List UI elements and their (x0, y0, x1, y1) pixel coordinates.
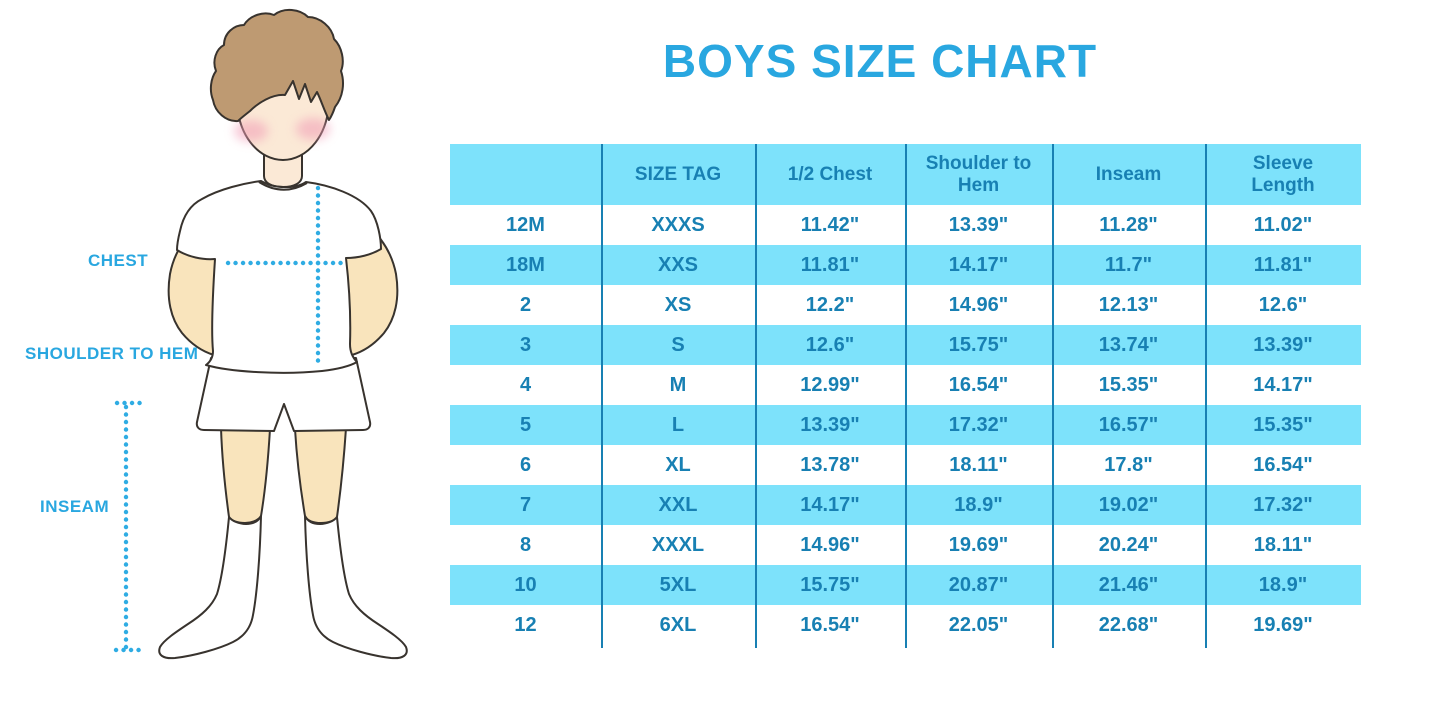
size-chart-table: SIZE TAG 1/2 Chest Shoulder to Hem Inseam Sl… (450, 144, 1361, 648)
boy-sock-left (158, 514, 262, 660)
boy-tshirt (176, 180, 382, 374)
table-cell: 22.68" (1098, 613, 1159, 636)
table-cell: 12.2" (805, 293, 855, 316)
table-cell: 13.39" (948, 213, 1009, 236)
table-cell: 11.81" (800, 253, 860, 276)
table-cell: 5XL (659, 573, 697, 596)
table-cell: 19.02" (1098, 493, 1159, 516)
table-cell: 14.17" (948, 253, 1009, 276)
table-cell: 17.32" (948, 413, 1009, 436)
table-cell: 13.74" (1098, 333, 1159, 356)
table-cell: 3 (519, 333, 532, 356)
table-cell: 12.99" (800, 373, 860, 396)
table-cell: 12.6" (805, 333, 855, 356)
blush-left (234, 120, 268, 142)
table-cell: 18.11" (949, 453, 1008, 476)
table-cell: 14.96" (948, 293, 1009, 316)
table-cell: XXL (658, 493, 698, 516)
table-cell: 13.39" (1253, 333, 1313, 356)
column-divider (601, 144, 603, 648)
table-cell: 15.35" (1253, 413, 1313, 436)
table-cell: 19.69" (948, 533, 1009, 556)
table-cell: 5 (519, 413, 532, 436)
boy-illustration (113, 9, 408, 660)
boy-sock-right (304, 514, 408, 660)
table-cell: 11.02" (1253, 213, 1313, 236)
table-cell: 17.8" (1104, 453, 1153, 476)
table-cell: 15.75" (800, 573, 860, 596)
column-divider (755, 144, 757, 648)
table-cell: 18.9" (1258, 573, 1308, 596)
table-cell: 11.7" (1104, 253, 1153, 276)
boy-hair (209, 9, 344, 123)
table-cell: 18M (506, 253, 545, 276)
table-cell: 17.32" (1253, 493, 1313, 516)
chest-label: CHEST (88, 251, 149, 270)
table-cell: 16.54" (1253, 453, 1313, 476)
table-cell: 13.78" (800, 453, 860, 476)
table-cell: 12.13" (1098, 293, 1159, 316)
table-cell: XXS (657, 253, 699, 276)
table-cell: 15.35" (1098, 373, 1159, 396)
table-cell: L (671, 413, 685, 436)
table-cell: 11.28" (1099, 213, 1158, 236)
table-cell: 14.96" (800, 533, 860, 556)
table-cell: 6XL (659, 613, 697, 636)
table-cell: 11.42" (800, 213, 860, 236)
boy-shorts (195, 357, 372, 432)
table-cell: 8 (519, 533, 532, 556)
table-cell: 10 (514, 573, 537, 596)
shoulder-to-hem-label: SHOULDER TO HEM (25, 344, 199, 363)
table-cell: 14.17" (800, 493, 860, 516)
table-cell: 15.75" (948, 333, 1009, 356)
table-cell: 18.9" (954, 493, 1003, 516)
table-cell: M (669, 373, 687, 396)
table-cell: 7 (519, 493, 532, 516)
table-cell: 12.6" (1258, 293, 1308, 316)
table-cell: 13.39" (800, 413, 860, 436)
table-cell: XXXS (651, 213, 705, 236)
boy-leg-left (219, 426, 272, 525)
table-cell: 4 (519, 373, 532, 396)
table-cell: 20.87" (948, 573, 1009, 596)
table-cell: XXXL (651, 533, 705, 556)
table-cell: 14.17" (1253, 373, 1313, 396)
table-cell: 11.81" (1253, 253, 1313, 276)
table-cell: 2 (519, 293, 532, 316)
table-cell: XS (664, 293, 692, 316)
header-cell: 1/2 Chest (787, 163, 873, 185)
table-cell: 18.11" (1253, 533, 1313, 556)
page-title: BOYS SIZE CHART (662, 35, 1098, 87)
header-cell: SIZE TAG (634, 163, 722, 185)
table-cell: 12 (514, 613, 537, 636)
table-cell: 6 (519, 453, 532, 476)
boy-leg-right (293, 426, 348, 525)
table-cell: 16.54" (948, 373, 1009, 396)
header-cell: Inseam (1095, 163, 1162, 185)
header-cell (450, 144, 601, 205)
table-cell: 19.69" (1253, 613, 1313, 636)
column-divider (1205, 144, 1207, 648)
table-cell: 16.57" (1098, 413, 1159, 436)
table-cell: 12M (506, 213, 545, 236)
table-cell: 16.54" (800, 613, 860, 636)
table-cell: 20.24" (1098, 533, 1159, 556)
header-cell: Sleeve Length (1251, 153, 1315, 196)
column-divider (905, 144, 907, 648)
blush-right (296, 118, 330, 140)
column-divider (1052, 144, 1054, 648)
table-cell: XL (665, 453, 691, 476)
header-cell: Shoulder to Hem (925, 153, 1032, 196)
table-cell: 22.05" (948, 613, 1009, 636)
boy-collar (258, 181, 308, 191)
table-cell: S (671, 333, 685, 356)
inseam-label: INSEAM (40, 497, 110, 516)
table-cell: 21.46" (1098, 573, 1159, 596)
